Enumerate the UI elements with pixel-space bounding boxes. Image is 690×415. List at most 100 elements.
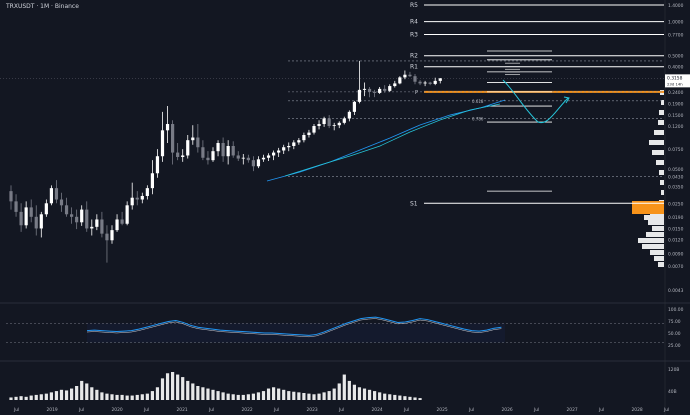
last-price-value: 0.3158 [667,75,683,81]
pivot-level-label: R5 [410,2,418,9]
volume-bar [145,393,149,400]
candle-body [54,188,59,200]
price-axis-label: 0.0750 [668,147,684,153]
volume-bar [160,378,165,400]
volume-bar [312,394,316,400]
rsi-axis-label: 50.00 [668,331,681,337]
time-axis-label: Jul [598,407,604,413]
candle-body [181,155,185,157]
volume-bar [155,387,160,400]
price-axis-label: 1.0000 [668,20,684,26]
candle-body [292,142,296,146]
volume-bar [337,383,341,400]
price-axis-label: 0.5000 [668,54,684,60]
time-axis-label: 2020 [112,407,123,413]
candle-body [90,226,94,229]
time-axis-label: Jul [273,407,279,413]
candle-body [110,230,114,241]
candle-body [105,233,109,241]
volume-bar [54,391,59,400]
volume-bar [24,396,28,400]
volume-bar [266,388,271,400]
candle-body [95,219,99,227]
candle-body [80,209,84,223]
volume-bar [150,391,154,400]
volume-profile-poc [632,201,664,214]
volume-profile-bar [649,140,664,145]
volume-bar [49,392,53,400]
price-axis-label: 0.0190 [668,215,684,221]
pivot-level-label: P [415,90,418,96]
candle-body [226,145,230,157]
volume-bar [59,389,64,400]
volume-bar [165,373,170,400]
price-axis-label: 1.4000 [668,3,684,9]
candle-body [85,209,89,229]
volume-bar [176,374,180,400]
volume-bar [302,393,306,400]
volume-profile-bar [654,130,664,135]
candle-body [317,124,321,127]
candle-body [352,101,356,112]
candle-body [357,89,362,102]
volume-profile-bar [652,226,664,231]
candle-body [287,145,291,148]
candle-body [266,155,271,158]
volume-bar [115,394,119,400]
time-axis-label: 2024 [372,407,383,413]
volume-bar [221,392,225,400]
candle-body [367,88,372,92]
moving-average-line [284,103,501,177]
candle-body [75,216,79,223]
volume-axis-label: 120B [668,367,679,373]
volume-bar [140,394,144,400]
volume-profile-bar [658,120,664,125]
price-axis-label: 0.0500 [668,167,684,173]
volume-bar [352,384,356,400]
candle-body [64,205,69,215]
candle-body [251,160,255,167]
price-axis-label: 0.7700 [668,32,684,38]
volume-bar [327,391,331,400]
price-axis-label: 0.4000 [668,65,684,71]
fib-level-label: 0.618 [472,99,484,104]
time-axis-label: Jul [338,407,344,413]
last-price-tag [665,74,690,88]
candle-body [150,173,154,189]
price-axis-label: 0.1200 [668,124,684,130]
volume-bar [64,390,69,400]
candle-body [176,152,180,157]
candle-body [44,203,48,215]
volume-bar [130,395,134,400]
volume-bar [14,396,18,400]
candle-body [221,143,225,157]
forecast-path [502,79,569,124]
candle-body [297,140,301,143]
volume-bar [251,393,255,400]
volume-bar [357,387,362,400]
price-axis-label: 0.0430 [668,175,684,181]
fib-level-label: 0.786 [472,116,484,121]
volume-bar [241,394,245,400]
volume-bar [181,377,185,400]
volume-profile-bar [661,100,664,105]
volume-profile-bar [659,110,664,115]
volume-profile-bar [661,190,664,195]
rsi-axis-label: 100.00 [668,307,684,313]
volume-bar [292,391,296,400]
price-axis-label: 0.1900 [668,101,684,107]
candle-body [282,147,286,151]
candle-body [398,77,402,84]
candle-body [322,118,326,125]
volume-bar [403,396,407,400]
volume-bar [408,396,412,400]
time-axis-label: 2023 [307,407,318,413]
candle-body [135,197,139,200]
candle-body [261,157,266,160]
volume-bar [191,383,195,400]
volume-profile-bar [654,256,664,261]
volume-bar [206,388,210,400]
time-axis-label: Jul [663,407,669,413]
candle-body [160,130,165,157]
